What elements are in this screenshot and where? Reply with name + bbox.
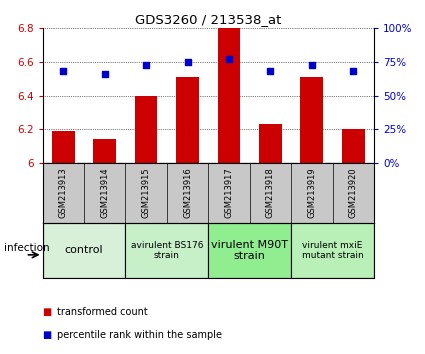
Bar bbox=[93, 139, 116, 163]
Text: ■: ■ bbox=[42, 330, 52, 339]
Text: percentile rank within the sample: percentile rank within the sample bbox=[57, 330, 222, 339]
Bar bbox=[259, 124, 282, 163]
Bar bbox=[208, 223, 291, 278]
Bar bbox=[342, 129, 365, 163]
Point bbox=[350, 69, 357, 74]
Bar bbox=[125, 223, 208, 278]
Text: control: control bbox=[65, 245, 103, 256]
Text: avirulent BS176
strain: avirulent BS176 strain bbox=[130, 241, 203, 260]
Point bbox=[184, 59, 191, 65]
Bar bbox=[300, 77, 323, 163]
Point bbox=[226, 56, 232, 62]
Text: GSM213916: GSM213916 bbox=[183, 167, 192, 218]
Text: GSM213917: GSM213917 bbox=[224, 167, 233, 218]
Bar bbox=[218, 28, 241, 163]
Bar bbox=[176, 77, 199, 163]
Text: GSM213920: GSM213920 bbox=[349, 167, 358, 218]
Text: GSM213913: GSM213913 bbox=[59, 167, 68, 218]
Text: infection: infection bbox=[4, 243, 50, 253]
Title: GDS3260 / 213538_at: GDS3260 / 213538_at bbox=[135, 13, 281, 26]
Text: virulent mxiE
mutant strain: virulent mxiE mutant strain bbox=[302, 241, 363, 260]
Text: GSM213918: GSM213918 bbox=[266, 167, 275, 218]
Text: GSM213915: GSM213915 bbox=[142, 167, 150, 218]
Bar bbox=[291, 223, 374, 278]
Point bbox=[267, 69, 274, 74]
Bar bbox=[52, 131, 75, 163]
Text: GSM213914: GSM213914 bbox=[100, 167, 109, 218]
Point bbox=[101, 71, 108, 77]
Point bbox=[60, 69, 67, 74]
Text: transformed count: transformed count bbox=[57, 307, 148, 316]
Bar bbox=[135, 96, 158, 163]
Text: ■: ■ bbox=[42, 307, 52, 316]
Bar bbox=[42, 223, 125, 278]
Text: virulent M90T
strain: virulent M90T strain bbox=[211, 240, 288, 261]
Point bbox=[309, 62, 315, 68]
Text: GSM213919: GSM213919 bbox=[307, 167, 316, 218]
Point bbox=[143, 62, 150, 68]
